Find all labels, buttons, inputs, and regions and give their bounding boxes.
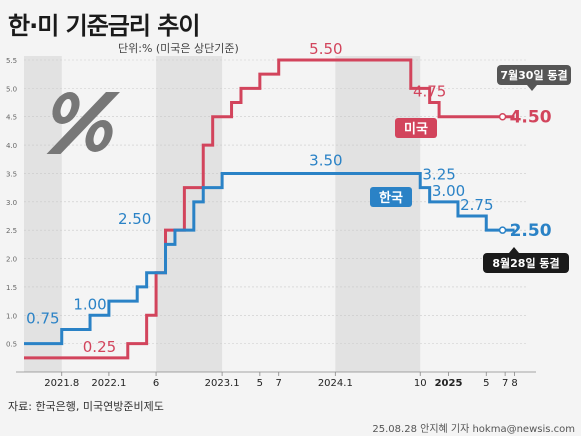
data-label-us: 0.25 <box>83 338 116 356</box>
x-tick-label: 8 <box>511 378 517 389</box>
callout-us: 7월30일 동결 <box>497 65 571 91</box>
y-tick-label: 3.5 <box>6 170 17 178</box>
data-label-kr: 2.75 <box>460 196 493 214</box>
callout-bg <box>497 65 571 85</box>
x-tick-label: 5 <box>483 378 489 389</box>
x-tick-label: 5 <box>257 378 263 389</box>
y-tick-label: 4.5 <box>6 114 17 122</box>
y-tick-label: 3.0 <box>6 199 17 207</box>
data-label-kr: 3.00 <box>432 182 465 200</box>
end-marker-kr <box>498 226 507 234</box>
callout-bg <box>483 253 569 273</box>
data-label-kr: 3.50 <box>309 151 342 169</box>
x-tick-label: 7 <box>276 378 282 389</box>
data-label-us: 4.75 <box>413 83 446 101</box>
y-tick-label: 2.5 <box>6 227 17 235</box>
source-note: 자료: 한국은행, 미국연방준비제도 <box>8 400 164 413</box>
y-tick-label: 5.0 <box>6 85 17 93</box>
x-axis: 2021.8 2022.1 6 2023.1 5 7 2024.1 10 2025 5 7 8 <box>16 371 536 389</box>
y-tick-label: 2.0 <box>6 256 17 264</box>
data-label-us: 5.50 <box>309 40 342 58</box>
series-labels: 0.25 5.50 4.75 4.50 0.75 1.00 2.50 3.50 3.253.00… <box>26 40 571 356</box>
callout-kr: 8월28일 동결 <box>483 247 569 273</box>
page-title: 한·미 기준금리 추이 <box>8 12 200 40</box>
shaded-band <box>335 56 421 372</box>
y-tick-label: 5.5 <box>6 57 17 65</box>
y-tick-label: 1.0 <box>6 312 17 320</box>
series-line-us <box>24 58 515 360</box>
series-tag-kr: 한국 <box>370 187 412 207</box>
y-tick-label: 4.0 <box>6 142 17 150</box>
series-tag-us: 미국 <box>395 118 437 138</box>
x-tick-label: 6 <box>153 378 159 389</box>
series-tag-bg <box>395 118 437 138</box>
data-label-kr: 2.50 <box>510 221 552 241</box>
data-label-us: 4.50 <box>510 108 552 128</box>
callout-pointer <box>527 85 537 91</box>
data-label-kr: 1.00 <box>73 295 106 313</box>
x-tick-label: 2022.1 <box>91 378 126 389</box>
x-tick-label: 2021.8 <box>44 378 79 389</box>
x-tick-label: 10 <box>414 378 427 389</box>
series-tag-label: 한국 <box>379 190 403 206</box>
x-tick-label: 2025 <box>435 378 463 389</box>
x-tick-label: 2024.1 <box>318 378 353 389</box>
credit-note: 25.08.28 안지혜 기자 hokma@newsis.com <box>372 424 575 435</box>
unit-note: 단위:% (미국은 상단기준) <box>118 42 239 55</box>
x-tick-label: 7 <box>502 378 508 389</box>
series-tag-label: 미국 <box>404 121 428 137</box>
data-label-kr: 3.25 <box>422 166 455 184</box>
callout-pointer <box>509 247 519 253</box>
callout-text: 7월30일 동결 <box>500 68 567 82</box>
y-tick-label: 1.5 <box>6 284 17 292</box>
callout-text: 8월28일 동결 <box>492 256 559 270</box>
data-label-kr: 0.75 <box>26 309 59 327</box>
percent-icon <box>46 92 120 154</box>
series-line-kr <box>24 171 515 346</box>
x-tick-label: 2023.1 <box>205 378 240 389</box>
series-tag-bg <box>370 187 412 207</box>
shaded-band <box>156 56 223 372</box>
series-lines <box>24 58 515 360</box>
y-axis: 0.5 1.0 1.5 2.0 2.5 3.0 3.5 4.0 4.5 5.0 5.5 <box>6 57 17 349</box>
data-label-kr: 2.50 <box>118 210 151 228</box>
shaded-bands <box>24 56 421 372</box>
y-tick-label: 0.5 <box>6 341 17 349</box>
end-marker-us <box>498 112 507 121</box>
